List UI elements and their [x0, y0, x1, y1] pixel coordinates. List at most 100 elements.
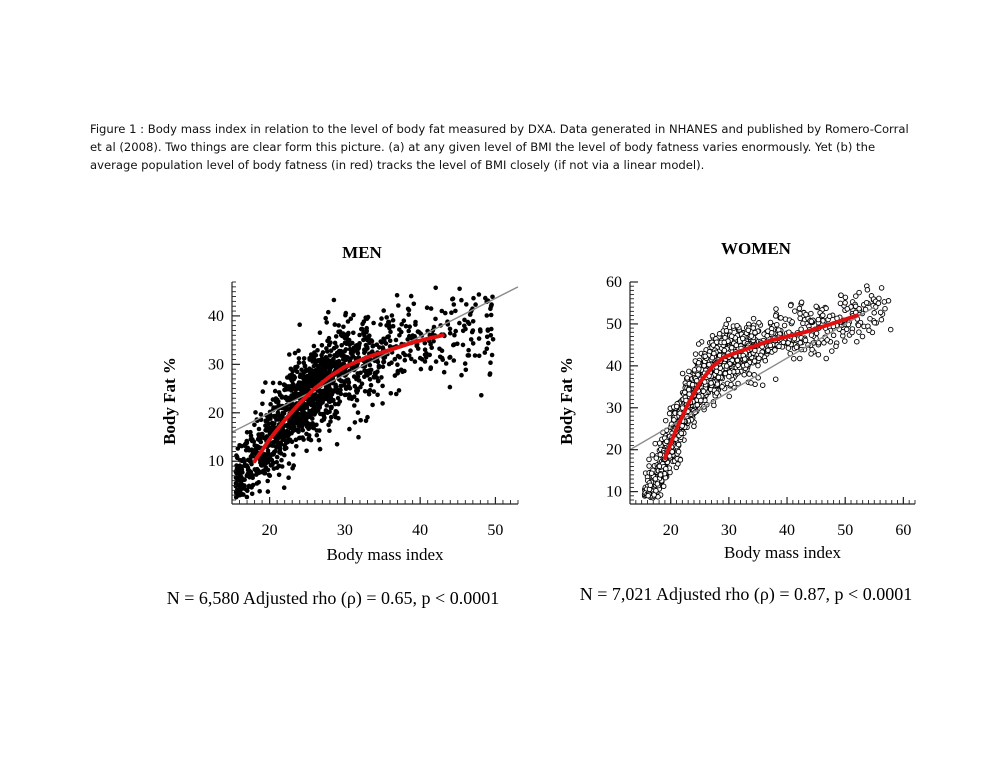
scatter-point	[307, 356, 312, 361]
scatter-point	[408, 293, 414, 299]
scatter-point	[326, 392, 331, 397]
scatter-point	[348, 356, 354, 361]
scatter-point	[336, 349, 342, 354]
scatter-point	[326, 422, 331, 428]
scatter-point	[358, 384, 363, 390]
x-axis-label: Body mass index	[326, 545, 444, 564]
scatter-point	[798, 299, 805, 306]
scatter-point	[279, 433, 284, 439]
y-tick-label: 30	[208, 356, 224, 373]
scatter-point	[261, 468, 267, 474]
scatter-point	[855, 322, 862, 329]
scatter-point	[465, 353, 471, 358]
scatter-point	[746, 371, 753, 377]
y-tick-label: 40	[208, 308, 224, 325]
scatter-point	[369, 339, 375, 344]
scatter-point	[338, 387, 343, 393]
scatter-point	[356, 434, 361, 440]
scatter-point	[428, 341, 433, 347]
scatter-point	[244, 487, 249, 493]
scatter-point	[878, 316, 885, 323]
x-tick-label: 20	[262, 522, 278, 539]
scatter-point	[351, 312, 356, 318]
scatter-point	[457, 286, 462, 292]
scatter-point	[244, 430, 250, 435]
scatter-point	[340, 333, 346, 339]
scatter-point	[397, 354, 403, 360]
scatter-point	[389, 360, 394, 366]
scatter-point	[259, 463, 265, 468]
scatter-point	[433, 359, 439, 364]
scatter-point	[276, 472, 282, 478]
scatter-point	[364, 316, 370, 322]
x-tick-label: 20	[663, 522, 679, 539]
scatter-point	[815, 340, 822, 346]
scatter-point	[388, 391, 394, 396]
scatter-point	[820, 312, 826, 319]
scatter-point	[464, 302, 469, 307]
scatter-point	[793, 344, 800, 350]
scatter-point	[342, 392, 348, 398]
scatter-point	[253, 410, 258, 415]
figure-caption: Figure 1 : Body mass index in relation t…	[90, 122, 909, 172]
scatter-point	[358, 418, 364, 423]
minor-ticks	[629, 281, 916, 504]
scatter-point	[466, 347, 471, 353]
scatter-point	[431, 324, 437, 330]
scatter-point	[293, 386, 299, 391]
scatter-point	[285, 429, 291, 435]
scatter-point	[311, 343, 317, 349]
scatter-point	[406, 312, 412, 317]
scatter-point	[250, 475, 255, 481]
scatter-point	[797, 355, 803, 362]
scatter-point	[682, 389, 688, 396]
scatter-point	[447, 354, 453, 360]
scatter-point	[288, 426, 293, 431]
scatter-point	[324, 320, 330, 325]
scatter-point	[463, 367, 469, 373]
scatter-point	[311, 425, 317, 431]
scatter-point	[316, 358, 321, 364]
scatter-point	[381, 308, 387, 313]
scatter-point	[675, 448, 682, 455]
scatter-point	[652, 476, 659, 482]
men-chart: MEN 20 30 40 50 10 20 30 40 Body mass index Body F…	[160, 243, 519, 609]
scatter-point	[284, 386, 290, 392]
scatter-point	[337, 363, 342, 368]
scatter-point	[823, 355, 829, 362]
scatter-point	[686, 368, 692, 375]
scatter-point	[303, 368, 309, 373]
scatter-point	[723, 328, 730, 334]
scatter-point	[315, 363, 321, 369]
scatter-point	[344, 385, 350, 391]
scatter-point	[696, 366, 702, 372]
scatter-point	[422, 359, 428, 364]
scatter-point	[387, 338, 393, 344]
y-tick-label: 20	[606, 442, 622, 459]
scatter-point	[268, 401, 273, 407]
scatter-point	[711, 402, 717, 409]
y-tick-label: 40	[606, 358, 622, 375]
scatter-point	[739, 335, 746, 342]
scatter-point	[785, 345, 792, 351]
scatter-point	[490, 294, 495, 300]
scatter-point	[476, 336, 482, 341]
scatter-point	[268, 463, 274, 468]
scatter-point	[401, 318, 407, 324]
scatter-point	[319, 343, 325, 348]
scatter-point	[245, 465, 251, 471]
scatter-point	[415, 346, 421, 351]
scatter-point	[294, 427, 299, 433]
scatter-point	[470, 319, 476, 324]
scatter-point	[842, 300, 848, 306]
scatter-point	[298, 374, 303, 379]
scatter-point	[356, 378, 362, 383]
y-tick-label: 50	[606, 316, 622, 333]
scatter-point	[756, 320, 762, 326]
scatter-point	[472, 353, 478, 358]
scatter-point	[721, 347, 728, 354]
scatter-point	[447, 326, 453, 332]
scatter-point	[487, 371, 493, 376]
scatter-point	[653, 455, 660, 461]
scatter-point	[346, 330, 351, 336]
